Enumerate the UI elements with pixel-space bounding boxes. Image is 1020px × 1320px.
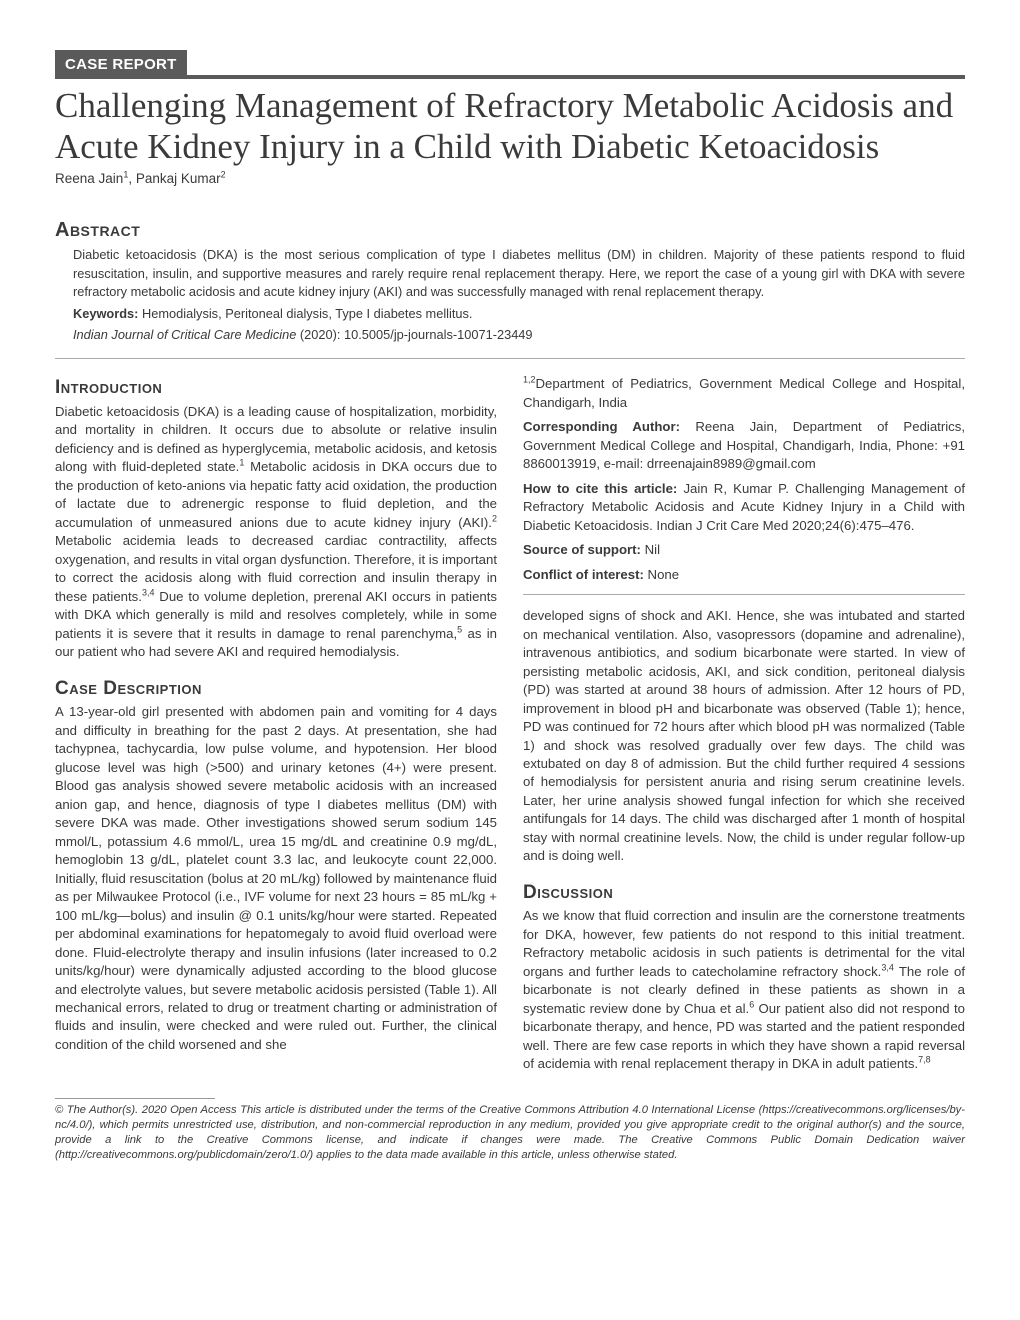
case-paragraph: A 13-year-old girl presented with abdome… bbox=[55, 703, 497, 1054]
divider bbox=[55, 358, 965, 359]
abstract-body: Diabetic ketoacidosis (DKA) is the most … bbox=[55, 246, 965, 344]
journal-line: Indian Journal of Critical Care Medicine… bbox=[73, 326, 965, 344]
abstract-text: Diabetic ketoacidosis (DKA) is the most … bbox=[73, 246, 965, 300]
affiliation-block: 1,2Department of Pediatrics, Government … bbox=[523, 375, 965, 595]
source-of-support: Source of support: Nil bbox=[523, 541, 965, 559]
badge-label: CASE REPORT bbox=[55, 50, 187, 79]
article-type-badge: CASE REPORT bbox=[55, 50, 965, 79]
journal-name: Indian Journal of Critical Care Medicine bbox=[73, 327, 296, 342]
license-text: © The Author(s). 2020 Open Access This a… bbox=[55, 1103, 965, 1163]
keywords-text: Hemodialysis, Peritoneal dialysis, Type … bbox=[142, 306, 473, 321]
ref-3-4b: 3,4 bbox=[881, 963, 894, 973]
affiliation: 1,2Department of Pediatrics, Government … bbox=[523, 375, 965, 412]
discussion-heading: Discussion bbox=[523, 880, 965, 907]
abstract-heading: Abstract bbox=[55, 216, 965, 244]
introduction-heading: Introduction bbox=[55, 375, 497, 402]
corresponding-author: Corresponding Author: Reena Jain, Depart… bbox=[523, 418, 965, 473]
body-columns: Introduction Diabetic ketoacidosis (DKA)… bbox=[55, 375, 965, 1074]
author-list: Reena Jain1, Pankaj Kumar2 bbox=[55, 170, 965, 189]
ref-2: 2 bbox=[492, 513, 497, 523]
case-heading: Case Description bbox=[55, 676, 497, 703]
abstract-section: Abstract Diabetic ketoacidosis (DKA) is … bbox=[55, 216, 965, 344]
intro-paragraph: Diabetic ketoacidosis (DKA) is a leading… bbox=[55, 403, 497, 662]
ref-3-4: 3,4 bbox=[142, 587, 155, 597]
discussion-paragraph: As we know that fluid correction and ins… bbox=[523, 907, 965, 1073]
how-to-cite: How to cite this article: Jain R, Kumar … bbox=[523, 480, 965, 535]
badge-rule bbox=[55, 75, 965, 79]
article-title: Challenging Management of Refractory Met… bbox=[55, 85, 965, 168]
keywords-line: Keywords: Hemodialysis, Peritoneal dialy… bbox=[73, 305, 965, 323]
license-rule bbox=[55, 1098, 215, 1099]
journal-doi: (2020): 10.5005/jp-journals-10071-23449 bbox=[296, 327, 532, 342]
keywords-label: Keywords: bbox=[73, 306, 138, 321]
affil-sup: 1,2 bbox=[523, 375, 536, 385]
case-paragraph-cont: developed signs of shock and AKI. Hence,… bbox=[523, 607, 965, 866]
conflict-of-interest: Conflict of interest: None bbox=[523, 566, 965, 584]
ref-7-8: 7,8 bbox=[918, 1055, 931, 1065]
